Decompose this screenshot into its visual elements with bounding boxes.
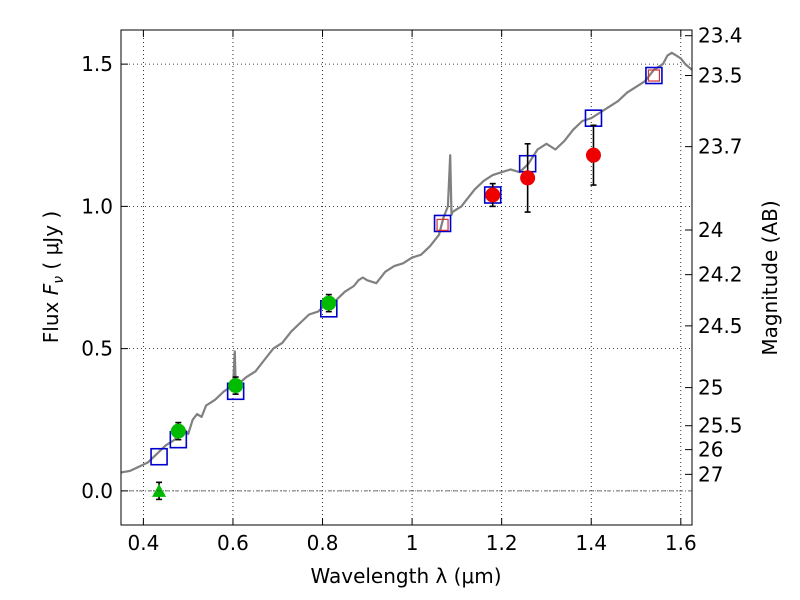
model-square-point [150, 447, 168, 466]
x-tick-label: 1 [406, 531, 419, 555]
y-axis-label-symbol: F [39, 283, 63, 295]
grid-lines [121, 30, 692, 525]
series-near-IR-detections [485, 124, 601, 213]
y-axis-ticks: 0.0 0.5 1.0 1.5 [81, 52, 128, 503]
model-square-point [433, 214, 452, 233]
magnitude-tick-label: 24.5 [698, 314, 743, 338]
small-square-point [436, 218, 449, 231]
magnitude-axis-label: Magnitude (AB) [758, 200, 782, 355]
y-axis-label: Flux Fν ( μJy ) [39, 211, 67, 343]
x-axis-label: Wavelength λ (μm) [310, 564, 501, 588]
magnitude-tick-label: 26 [698, 438, 723, 462]
x-tick-label: 1.4 [575, 531, 607, 555]
y-tick-label: 1.5 [81, 52, 113, 76]
x-tick-label: 0.8 [307, 531, 339, 555]
data-circle-point [520, 170, 536, 186]
x-axis-ticks: 0.4 0.6 0.8 1 1.2 1.4 1.6 [127, 30, 697, 555]
data-circle-point [321, 295, 337, 311]
y-axis-label-subscript: ν [51, 276, 67, 284]
spectrum-line [120, 51, 693, 474]
magnitude-tick-label: 23.5 [698, 64, 743, 88]
magnitude-tick-label: 24 [698, 218, 723, 242]
x-tick-label: 0.6 [217, 531, 249, 555]
small-square-point [647, 69, 661, 82]
series-model-spectrum [120, 51, 693, 474]
y-tick-label: 0.0 [81, 479, 113, 503]
magnitude-tick-label: 27 [698, 462, 723, 486]
series-optical-detections [170, 293, 337, 441]
series-near-IR-small-points [436, 69, 661, 231]
magnitude-tick-label: 23.7 [698, 135, 743, 159]
y-tick-label: 1.0 [81, 194, 113, 218]
y-tick-label: 0.5 [81, 337, 113, 361]
data-circle-point [170, 423, 186, 439]
model-square-point [645, 66, 663, 85]
x-tick-label: 0.4 [127, 531, 159, 555]
data-circle-point [228, 378, 244, 394]
data-circle-point [585, 147, 601, 163]
plot-frame [120, 29, 693, 526]
x-tick-label: 1.6 [665, 531, 697, 555]
magnitude-tick-label: 23.4 [698, 24, 743, 48]
data-circle-point [485, 187, 501, 203]
magnitude-tick-label: 24.2 [698, 263, 743, 287]
y-axis-label-prefix: Flux [39, 295, 63, 343]
upper-limit-triangle [152, 483, 167, 497]
y-axis-label-suffix: ( μJy ) [39, 211, 63, 276]
plot-area [120, 51, 693, 501]
x-tick-label: 1.2 [486, 531, 518, 555]
magnitude-tick-label: 25 [698, 376, 723, 400]
magnitude-tick-label: 25.5 [698, 414, 743, 438]
